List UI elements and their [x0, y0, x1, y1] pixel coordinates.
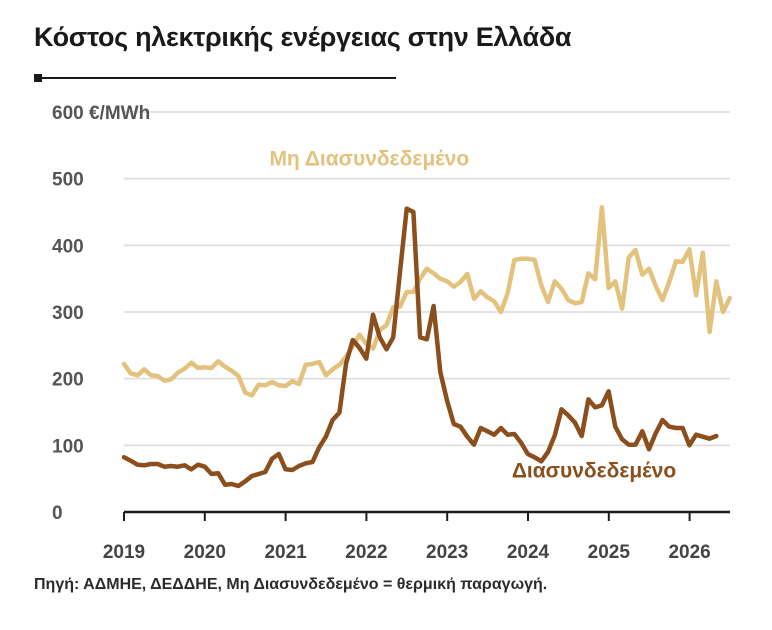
y-tick-label: 300 — [52, 303, 84, 324]
line-chart: 0 100 200 300 400 500 600 €/MWh 2019 2020 2021 20… — [52, 103, 733, 563]
x-tick-label: 2023 — [426, 542, 468, 563]
y-tick-label: 500 — [52, 170, 84, 191]
x-tick-label: 2024 — [507, 542, 550, 563]
x-tick-label: 2025 — [588, 542, 631, 563]
source-note: Πηγή: ΑΔΜΗΕ, ΔΕΔΔΗΕ, Μη Διασυνδεδεμένο =… — [34, 576, 548, 593]
series-label-1: Διασυνδεδεμένο — [512, 459, 676, 482]
y-tick-label: 600 €/MWh — [52, 103, 150, 124]
y-tick-label: 400 — [52, 236, 84, 257]
series-line-0 — [121, 205, 733, 398]
title-rule-marker — [34, 74, 42, 82]
y-tick-label: 200 — [52, 370, 84, 391]
chart-title: Κόστος ηλεκτρικής ενέργειας στην Ελλάδα — [34, 22, 572, 52]
series-line-1 — [121, 206, 719, 489]
x-tick-label: 2026 — [668, 542, 710, 563]
x-tick-label: 2020 — [184, 542, 226, 563]
x-tick-label: 2022 — [345, 542, 387, 563]
title-rule — [34, 77, 396, 79]
y-tick-label: 100 — [52, 436, 84, 457]
x-tick-label: 2019 — [103, 542, 145, 563]
series-label-0: Μη Διασυνδεδεμένο — [269, 147, 469, 170]
y-tick-label: 0 — [52, 503, 63, 524]
x-tick-label: 2021 — [264, 542, 307, 563]
